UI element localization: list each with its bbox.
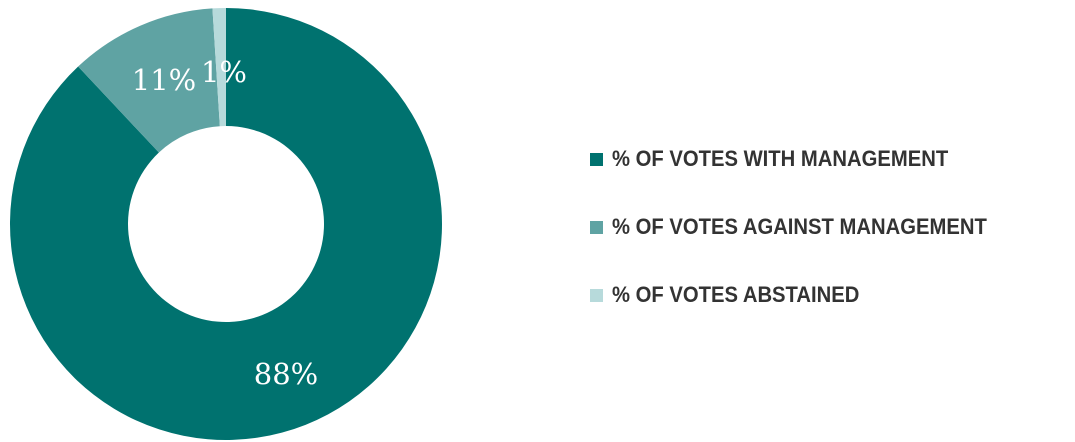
legend-label-against-management: % OF VOTES AGAINST MANAGEMENT (612, 214, 987, 239)
label-abstained: 1% (201, 55, 247, 89)
label-against-management: 11% (132, 63, 196, 97)
legend-swatch-against-management (590, 220, 603, 234)
legend-swatch-abstained (590, 288, 603, 302)
legend: % OF VOTES WITH MANAGEMENT % OF VOTES AG… (590, 136, 1070, 340)
legend-item-abstained: % OF VOTES ABSTAINED (590, 272, 1070, 318)
label-with-management: 88% (254, 357, 318, 391)
legend-swatch-with-management (590, 152, 603, 166)
slice-abstained (212, 8, 226, 127)
slice-with-management (9, 8, 443, 440)
legend-label-abstained: % OF VOTES ABSTAINED (612, 282, 860, 307)
legend-label-with-management: % OF VOTES WITH MANAGEMENT (612, 146, 949, 171)
legend-item-against-management: % OF VOTES AGAINST MANAGEMENT (590, 204, 1070, 250)
donut-chart-svg: 88% 11% 1% (9, 8, 443, 440)
legend-item-with-management: % OF VOTES WITH MANAGEMENT (590, 136, 1070, 182)
slice-against-management (78, 8, 220, 153)
